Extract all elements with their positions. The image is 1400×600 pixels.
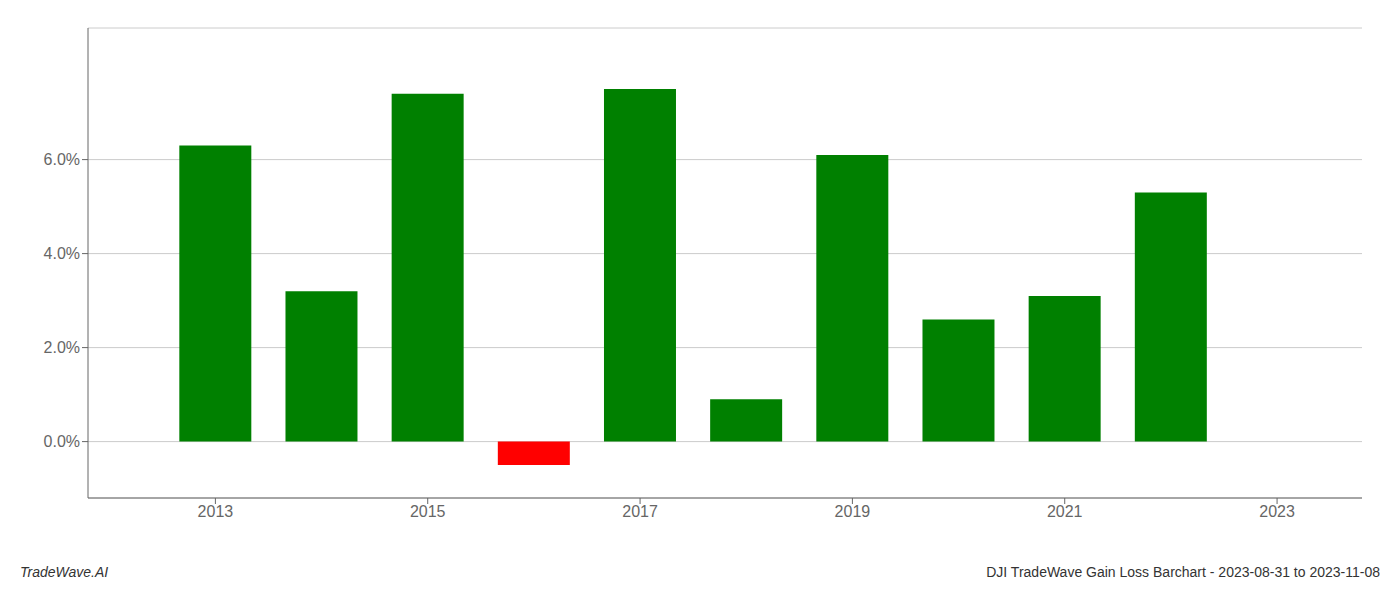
svg-text:0.0%: 0.0% — [44, 433, 80, 450]
svg-text:2.0%: 2.0% — [44, 339, 80, 356]
svg-text:2019: 2019 — [835, 503, 871, 520]
svg-text:2017: 2017 — [622, 503, 658, 520]
svg-text:2023: 2023 — [1259, 503, 1295, 520]
svg-text:6.0%: 6.0% — [44, 151, 80, 168]
html-text:DJI TradeWave Gain Loss Barcha: DJI TradeWave Gain Loss Barchart - 2023-… — [986, 564, 1380, 580]
svg-text:2013: 2013 — [198, 503, 234, 520]
svg-text:2021: 2021 — [1047, 503, 1083, 520]
svg-text:2015: 2015 — [410, 503, 446, 520]
html-text:TradeWave.AI: TradeWave.AI — [20, 564, 109, 580]
svg-text:4.0%: 4.0% — [44, 245, 80, 262]
